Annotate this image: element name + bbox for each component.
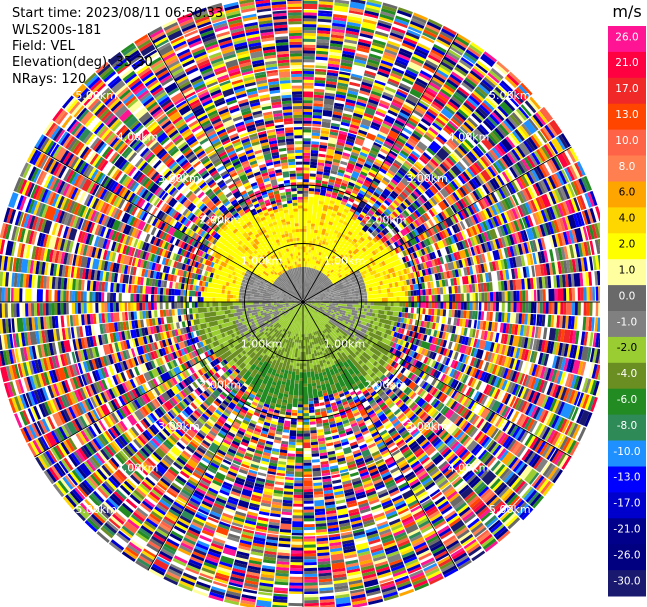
colorbar-cell xyxy=(608,155,646,182)
noise-gates xyxy=(0,13,600,607)
noise-gates xyxy=(2,7,597,607)
range-ring-label: 4.00km xyxy=(117,462,159,475)
colorbar-level-label: -26.0 xyxy=(613,549,640,561)
colorbar-level-label: -2.0 xyxy=(617,342,638,354)
colorbar-level-label: 6.0 xyxy=(619,187,636,199)
range-ring-label: 3.00km xyxy=(158,420,200,433)
colorbar-level-label: -1.0 xyxy=(617,316,638,328)
azimuth-spoke xyxy=(302,146,572,303)
azimuth-spoke xyxy=(302,301,459,571)
range-ring-label: 1.00km xyxy=(241,337,283,350)
range-ring-label: 3.00km xyxy=(406,420,448,433)
azimuth-spokes xyxy=(0,0,600,607)
instrument-label: WLS200s-181 xyxy=(12,23,102,38)
colorbar-unit: m/s xyxy=(612,2,641,21)
colorbar-level-label: -30.0 xyxy=(613,575,640,587)
colorbar-level-label: -21.0 xyxy=(613,524,640,536)
colorbar-level-label: 17.0 xyxy=(615,83,638,95)
range-ring-label: 1.00km xyxy=(324,255,366,268)
colorbar-level-label: 21.0 xyxy=(615,57,638,69)
colorbar-level-label: -8.0 xyxy=(617,420,638,432)
colorbar-level-label: 1.0 xyxy=(619,264,636,276)
range-ring-label: 2.00km xyxy=(365,379,407,392)
range-ring-label: 3.00km xyxy=(406,172,448,185)
range-ring-label: 4.00km xyxy=(117,131,159,144)
colorbar-cell xyxy=(608,207,646,234)
colorbar-cell xyxy=(608,492,646,519)
signal-gates xyxy=(193,302,403,412)
colorbar-cell xyxy=(608,362,646,390)
colorbar-cell xyxy=(608,311,646,338)
range-ring-labels: 1.00km 1.00km 1.00km 1.00km 2.00km 2.00km 2.00… xyxy=(75,89,530,516)
range-ring-label: 2.00km xyxy=(365,213,407,226)
colorbar-cell xyxy=(608,570,646,597)
noise-gates xyxy=(8,4,590,586)
range-ring-label: 1.00km xyxy=(241,255,283,268)
colorbar-level-label: -6.0 xyxy=(617,394,638,406)
colorbar-level-label: 13.0 xyxy=(615,109,638,121)
colorbar-level-label: -10.0 xyxy=(613,446,640,458)
range-ring-label: 5.00km xyxy=(75,503,117,516)
colorbar-cell xyxy=(608,77,646,105)
colorbar-cell xyxy=(608,440,646,467)
azimuth-spoke xyxy=(147,33,304,303)
range-ring-label: 5.00km xyxy=(75,89,117,102)
azimuth-spoke xyxy=(302,301,572,458)
colorbar-level-label: 8.0 xyxy=(619,161,636,173)
signal-gates xyxy=(197,302,403,384)
colorbar-cell xyxy=(608,388,646,416)
colorbar-cell xyxy=(608,466,646,493)
noise-gates xyxy=(3,1,600,600)
colorbar-level-label: -4.0 xyxy=(617,368,638,380)
range-ring-label: 5.00km xyxy=(489,89,531,102)
noise-gates xyxy=(2,0,600,606)
noise-gates xyxy=(8,0,599,607)
colorbar-level-label: 2.0 xyxy=(619,239,636,251)
range-ring-label: 3.00km xyxy=(158,172,200,185)
noise-gates xyxy=(5,0,598,596)
signal-gates xyxy=(232,266,374,342)
elevation-label: Elevation(deg): 35.30 xyxy=(12,55,153,70)
signal-gates xyxy=(242,356,372,410)
range-ring-label: 5.00km xyxy=(489,503,531,516)
start-time-label: Start time: 2023/08/11 06:50:33 xyxy=(12,6,224,21)
signal-gates xyxy=(238,270,368,302)
signal-gates xyxy=(214,204,412,302)
colorbar-level-label: -13.0 xyxy=(613,472,640,484)
colorbar-cell xyxy=(608,181,646,208)
colorbar-level-label: -17.0 xyxy=(613,498,640,510)
range-ring-label: 4.00km xyxy=(448,131,490,144)
colorbar-level-label: 10.0 xyxy=(615,135,638,147)
nrays-label: NRays: 120 xyxy=(12,72,87,87)
noise-gates xyxy=(0,7,600,607)
colorbar-cell xyxy=(608,26,646,53)
colorbar-cell xyxy=(608,544,646,571)
field-label: Field: VEL xyxy=(12,39,75,54)
colorbar-cell xyxy=(608,233,646,260)
colorbar-cell xyxy=(608,414,646,441)
colorbar-cell xyxy=(608,103,646,131)
range-ring-label: 4.00km xyxy=(448,462,490,475)
colorbar-level-label: 4.0 xyxy=(619,213,636,225)
colorbar: m/s 26.0 21.0 17.0 13.0 10.0 8.0 6.0 4.0 2.0 1.0 0… xyxy=(608,2,646,597)
signal-gates xyxy=(203,194,411,302)
azimuth-spoke xyxy=(34,146,304,303)
ppi-plot: 1.00km 1.00km 1.00km 1.00km 2.00km 2.00km 2.00… xyxy=(0,0,600,607)
range-ring-label: 1.00km xyxy=(324,337,366,350)
colorbar-level-label: 0.0 xyxy=(619,290,636,302)
range-ring-label: 2.00km xyxy=(200,213,242,226)
azimuth-spoke xyxy=(302,33,459,303)
signal-region xyxy=(193,194,412,412)
colorbar-cell xyxy=(608,336,646,364)
colorbar-cell xyxy=(608,51,646,79)
colorbar-cell xyxy=(608,259,646,286)
colorbar-cell xyxy=(608,129,646,156)
range-ring-label: 2.00km xyxy=(200,379,242,392)
colorbar-level-label: 26.0 xyxy=(615,31,638,43)
colorbar-cell xyxy=(608,518,646,545)
colorbar-cell xyxy=(608,285,646,312)
azimuth-spoke xyxy=(147,301,304,571)
noise-region xyxy=(0,0,600,607)
azimuth-spoke xyxy=(34,301,304,458)
